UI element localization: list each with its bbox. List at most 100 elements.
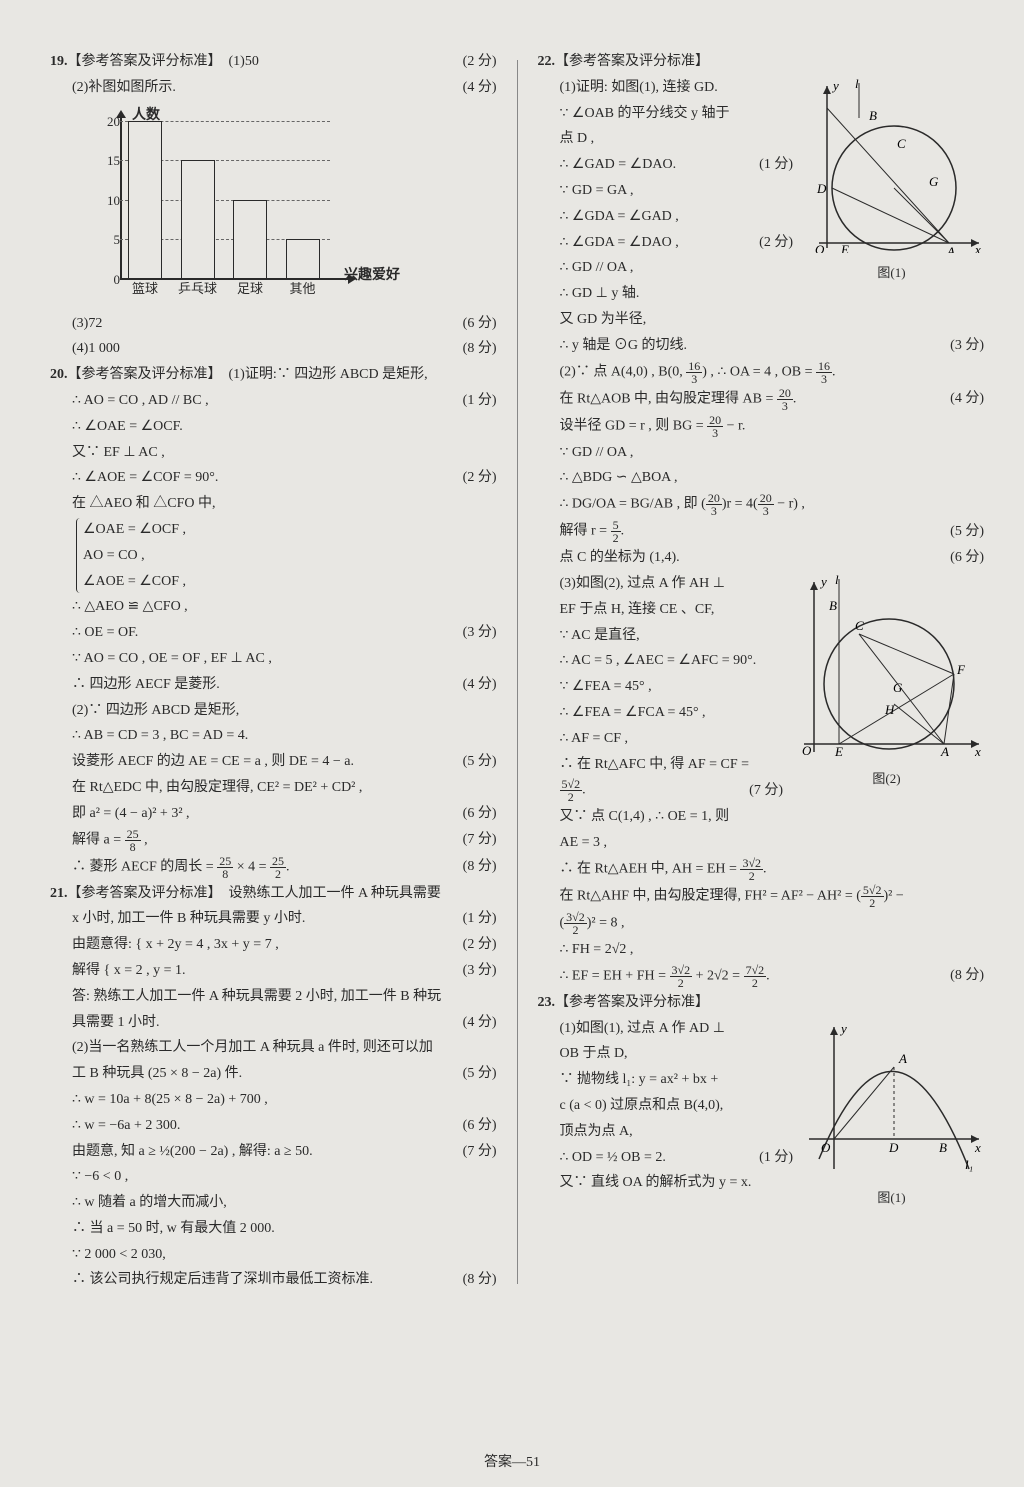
solution-line: ∴ ∠GDA = ∠GAD ,: [538, 205, 794, 229]
points-label: (6 分): [463, 802, 497, 826]
solution-line: ∠OAE = ∠OCF ,: [83, 518, 497, 542]
page: 19.【参考答案及评分标准】 (1)50(2 分)(2)补图如图所示.(4 分)…: [50, 50, 984, 1294]
svg-text:x: x: [974, 1140, 981, 1155]
solution-line: 又∵ 点 C(1,4) , ∴ OE = 1, 则: [538, 805, 985, 829]
points-label: (4 分): [463, 673, 497, 697]
svg-text:E: E: [834, 744, 843, 759]
bar-chart: 人数兴趣爱好05101520篮球乒乓球足球其他: [80, 106, 360, 306]
chart-bar: [286, 239, 320, 279]
solution-line: (1)如图(1), 过点 A 作 AD ⊥: [538, 1017, 794, 1041]
points-label: (1 分): [759, 1146, 793, 1170]
solution-line: ∵ GD = GA ,: [538, 179, 794, 203]
chart-ytick: 20: [84, 111, 120, 133]
points-label: (7 分): [463, 1140, 497, 1164]
solution-line: (2)补图如图所示.(4 分): [50, 76, 497, 100]
solution-line: ∴ 菱形 AECF 的周长 = 258 × 4 = 252.(8 分): [50, 855, 497, 880]
svg-text:D: D: [816, 181, 827, 196]
solution-line: 又∵ EF ⊥ AC ,: [50, 441, 497, 465]
solution-line: ∵ ∠OAB 的平分线交 y 轴于: [538, 102, 794, 126]
solution-line: 设半径 GD = r , 则 BG = 203 − r.: [538, 414, 985, 439]
solution-line: ∴ GD ⊥ y 轴.: [538, 282, 794, 306]
solution-line: ∴ ∠FEA = ∠FCA = 45° ,: [538, 701, 784, 725]
points-label: (6 分): [463, 312, 497, 336]
svg-text:O: O: [815, 242, 825, 253]
svg-text:G: G: [929, 174, 939, 189]
solution-line: ∴ OD = ½ OB = 2.(1 分): [538, 1146, 794, 1170]
svg-text:F: F: [956, 662, 966, 677]
solution-line: ∴ EF = EH + FH = 3√22 + 2√2 = 7√22.(8 分): [538, 964, 985, 989]
solution-line: ∵ 2 000 < 2 030,: [50, 1243, 497, 1267]
svg-text:l: l: [855, 78, 859, 91]
solution-line: ∴ ∠GDA = ∠DAO ,(2 分): [538, 231, 794, 255]
solution-line: ∴ ∠OAE = ∠OCF.: [50, 415, 497, 439]
points-label: (3 分): [463, 621, 497, 645]
solution-line: 解得 a = 258 ,(7 分): [50, 828, 497, 853]
chart-category: 乒乓球: [173, 278, 223, 300]
solution-line: 工 B 种玩具 (25 × 8 − 2a) 件.(5 分): [50, 1062, 497, 1086]
svg-text:y: y: [831, 78, 839, 93]
solution-line: ∴ y 轴是 ⊙G 的切线.(3 分): [538, 334, 985, 358]
solution-line: ∴ △AEO ≌ △CFO ,: [50, 595, 497, 619]
chart-category: 其他: [278, 278, 328, 300]
points-label: (1 分): [463, 389, 497, 413]
solution-line: 解得 { x = 2 , y = 1.(3 分): [50, 959, 497, 983]
svg-text:C: C: [897, 136, 906, 151]
points-label: (4 分): [950, 387, 984, 411]
solution-line: EF 于点 H, 连接 CE 、CF,: [538, 598, 784, 622]
points-label: (5 分): [463, 750, 497, 774]
chart-bar: [233, 200, 267, 279]
svg-text:l: l: [835, 574, 839, 587]
chart-ytick: 15: [84, 150, 120, 172]
points-label: (4 分): [463, 1011, 497, 1035]
svg-text:A: A: [940, 744, 949, 759]
chart-bar: [128, 121, 162, 279]
solution-line: 在 Rt△EDC 中, 由勾股定理得, CE² = DE² + CD² ,: [50, 776, 497, 800]
solution-line: c (a < 0) 过原点和点 B(4,0),: [538, 1094, 794, 1118]
points-label: (2 分): [463, 50, 497, 74]
points-label: (3 分): [950, 334, 984, 358]
solution-line: 在 △AEO 和 △CFO 中,: [50, 492, 497, 516]
svg-text:x: x: [974, 744, 981, 759]
chart-ytick: 5: [84, 229, 120, 251]
svg-text:x: x: [974, 242, 981, 253]
solution-line: ∴ w = 10a + 8(25 × 8 − 2a) + 700 ,: [50, 1088, 497, 1112]
solution-line: AE = 3 ,: [538, 831, 985, 855]
solution-line: (1)证明: 如图(1), 连接 GD.: [538, 76, 794, 100]
solution-line: 22.【参考答案及评分标准】: [538, 50, 985, 74]
solution-line: OB 于点 D,: [538, 1042, 794, 1066]
solution-line: ∵ GD // OA ,: [538, 441, 985, 465]
svg-text:B: B: [939, 1140, 947, 1155]
svg-text:O: O: [802, 743, 812, 758]
solution-line: ∴ 该公司执行规定后违背了深圳市最低工资标准.(8 分): [50, 1268, 497, 1292]
svg-text:A: A: [898, 1051, 907, 1066]
solution-line: 由题意, 知 a ≥ ½(200 − 2a) , 解得: a ≥ 50.(7 分…: [50, 1140, 497, 1164]
chart-category: 篮球: [120, 278, 170, 300]
svg-text:y: y: [839, 1021, 847, 1036]
svg-text:G: G: [893, 680, 903, 695]
svg-text:E: E: [840, 242, 849, 253]
right-column: 22.【参考答案及评分标准】OEAxylBCDG图(1)(1)证明: 如图(1)…: [538, 50, 985, 1294]
solution-line: 点 D ,: [538, 127, 794, 151]
solution-line: 由题意得: { x + 2y = 4 , 3x + y = 7 ,(2 分): [50, 933, 497, 957]
chart-ytick: 0: [84, 269, 120, 291]
solution-line: ∴ △BDG ∽ △BOA ,: [538, 466, 985, 490]
points-label: (7 分): [749, 779, 783, 803]
points-label: (5 分): [950, 520, 984, 544]
solution-line: ∵ AO = CO , OE = OF , EF ⊥ AC ,: [50, 647, 497, 671]
solution-line: 设菱形 AECF 的边 AE = CE = a , 则 DE = 4 − a.(…: [50, 750, 497, 774]
solution-line: ∴ FH = 2√2 ,: [538, 938, 985, 962]
figure-22-1: OEAxylBCDG图(1): [799, 78, 984, 284]
solution-line: ∴ 在 Rt△AFC 中, 得 AF = CF =: [538, 753, 784, 777]
points-label: (2 分): [759, 231, 793, 255]
solution-line: (4)1 000(8 分): [50, 337, 497, 361]
solution-line: 点 C 的坐标为 (1,4).(6 分): [538, 546, 985, 570]
points-label: (8 分): [463, 1268, 497, 1292]
solution-line: 又∵ 直线 OA 的解析式为 y = x.: [538, 1171, 794, 1195]
chart-xlabel: 兴趣爱好: [344, 264, 400, 288]
solution-line: (3)如图(2), 过点 A 作 AH ⊥: [538, 572, 784, 596]
solution-line: ∴ w 随着 a 的增大而减小,: [50, 1191, 497, 1215]
solution-line: (3)72(6 分): [50, 312, 497, 336]
solution-line: ∴ 四边形 AECF 是菱形.(4 分): [50, 673, 497, 697]
svg-text:B: B: [829, 598, 837, 613]
solution-line: ∴ OE = OF.(3 分): [50, 621, 497, 645]
